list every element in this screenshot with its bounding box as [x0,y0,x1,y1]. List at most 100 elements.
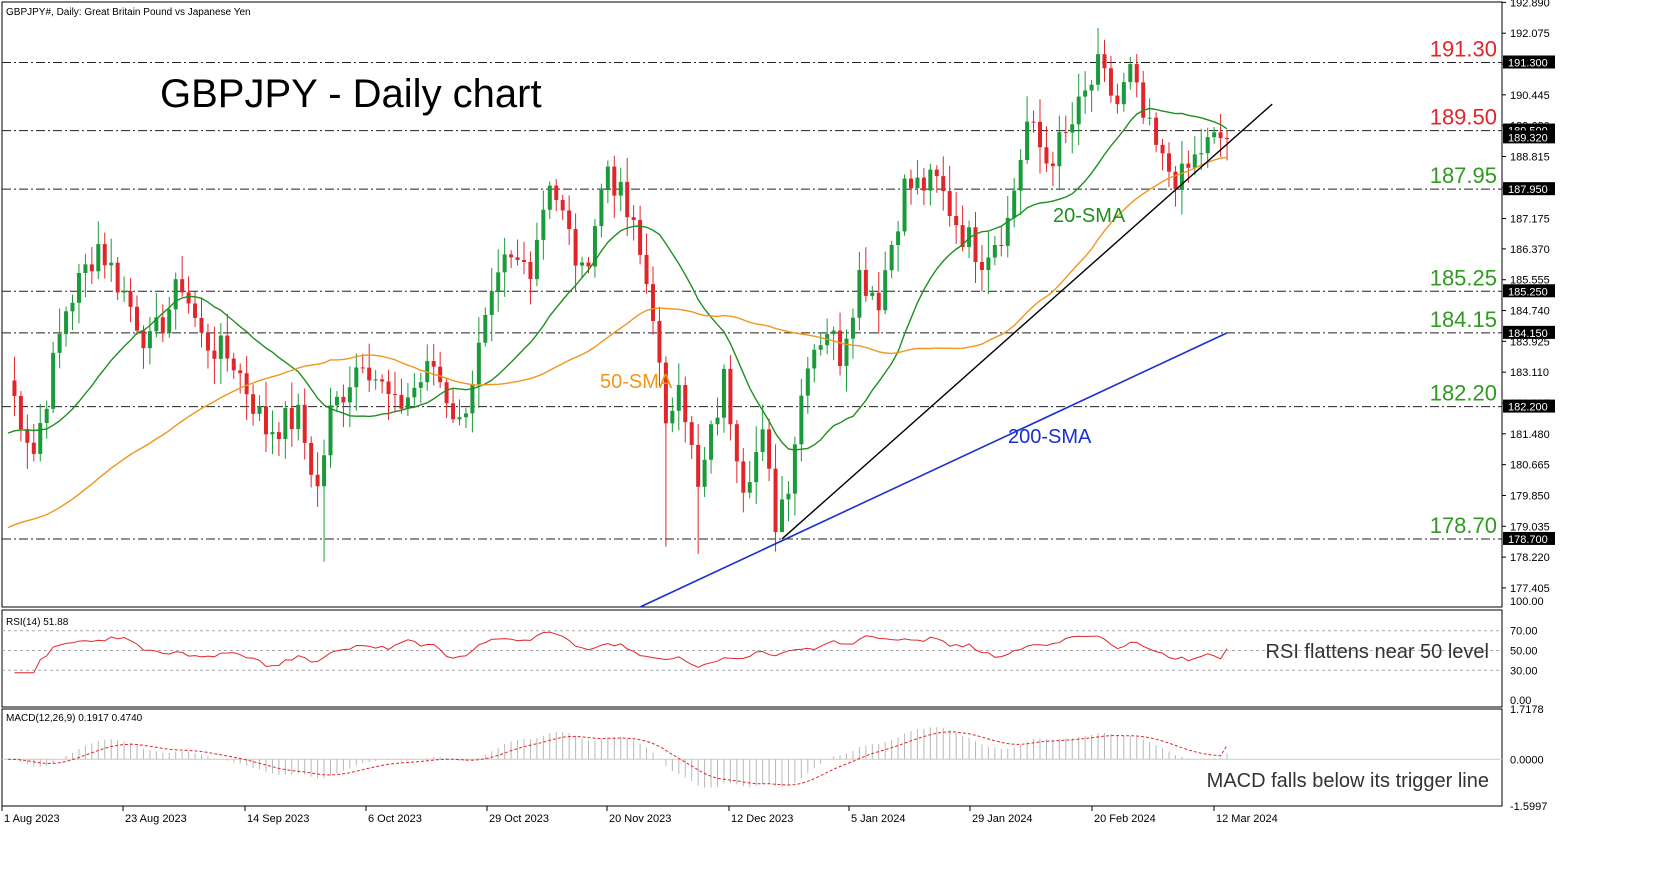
candle-body [573,229,578,266]
candle-body [1192,154,1197,168]
rsi-tick-label: 50.00 [1510,646,1538,658]
candle-body [986,257,991,271]
macd-tick-label: 1.7178 [1510,704,1544,716]
candle-body [1089,84,1094,91]
sma20-line [7,107,1228,451]
candle-body [857,270,862,318]
candle-body [1205,137,1210,154]
price-tag-label: 189.320 [1508,132,1548,144]
price-tick-label: 179.035 [1510,521,1550,533]
candle-body [747,482,752,493]
price-tick-label: 181.480 [1510,429,1550,441]
price-tag-box [1503,325,1555,339]
price-tag-box [1503,531,1555,545]
candle-body [141,330,146,349]
candle-body [715,417,720,425]
candle-body [1038,121,1042,148]
sma-layer [7,103,1273,608]
candle-body [631,217,636,220]
candle-body [322,455,327,487]
candle-body [1121,82,1126,105]
candle-body [160,317,165,334]
price-tick-label: 179.850 [1510,490,1550,502]
candle-body [386,381,391,395]
price-tag-box [1503,55,1555,69]
candle-body [289,407,294,430]
candle-body [786,493,791,500]
price-panel [1,1,1503,608]
candle-body [193,303,198,318]
candle-body [399,394,404,409]
candle-body [334,396,339,406]
candle-body [115,262,120,293]
price-tag-box [1503,399,1555,413]
candle-body [883,270,888,311]
candle-body [186,292,191,304]
candle-body [934,169,939,177]
candle-body [528,261,533,280]
candle-body [928,169,933,191]
level-label: 182.20 [1430,381,1497,406]
candle-body [1044,147,1049,164]
candle-body [96,244,101,272]
candle-body [367,367,372,381]
candle-body [947,191,952,216]
candle-body [1141,82,1146,118]
candle-body [728,368,733,425]
candle-body [296,404,301,430]
candle-body [592,226,597,267]
candle-body [154,317,159,332]
candle-body [44,408,49,424]
candle-body [1063,132,1068,134]
candle-body [689,422,694,445]
rsi-tick-label: 0.00 [1510,695,1531,707]
price-tag-label: 182.200 [1508,402,1548,414]
candle-body [1083,90,1088,97]
candle-body [1134,64,1139,83]
candle-body [1018,159,1023,191]
price-tag-label: 178.700 [1508,534,1548,546]
candle-body [999,244,1004,246]
macd-layer [2,727,1502,788]
candle-body [1173,171,1178,190]
date-tick-label: 29 Oct 2023 [489,813,549,825]
candle-body [657,321,662,363]
rsi-tick-label: 70.00 [1510,626,1538,638]
candle-body [18,396,23,430]
candle-body [760,429,765,452]
candle-body [51,352,56,409]
candle-body [844,338,849,367]
candle-body [902,178,907,232]
date-tick-label: 20 Nov 2023 [609,813,671,825]
sma200-label: 200-SMA [1008,426,1092,448]
candle-body [870,292,875,296]
candle-body [1005,217,1010,246]
candle-body [876,292,881,311]
candle-body [651,284,655,322]
price-tag-box [1503,284,1555,298]
symbol-info: GBPJPY#, Daily: Great Britain Pound vs J… [6,7,251,18]
candle-body [663,362,668,424]
candle-body [734,424,739,462]
candle-body [89,264,94,272]
candle-body [257,406,262,414]
candle-body [818,345,823,350]
candle-body [147,331,152,349]
candles-layer [12,27,1230,562]
candle-body [567,210,572,230]
candle-body [792,444,797,494]
candle-body [1160,144,1165,154]
candle-body [444,382,449,404]
candle-body [1031,121,1036,123]
date-tick-label: 29 Jan 2024 [972,813,1033,825]
macd-signal-line [7,731,1228,786]
price-tick-label: 185.555 [1510,275,1550,287]
candle-body [412,387,417,398]
candle-body [438,366,443,383]
price-tick-label: 183.110 [1510,367,1549,379]
date-tick-label: 12 Mar 2024 [1216,813,1278,825]
candle-body [554,185,559,200]
candle-body [457,417,462,420]
candle-body [83,264,88,273]
